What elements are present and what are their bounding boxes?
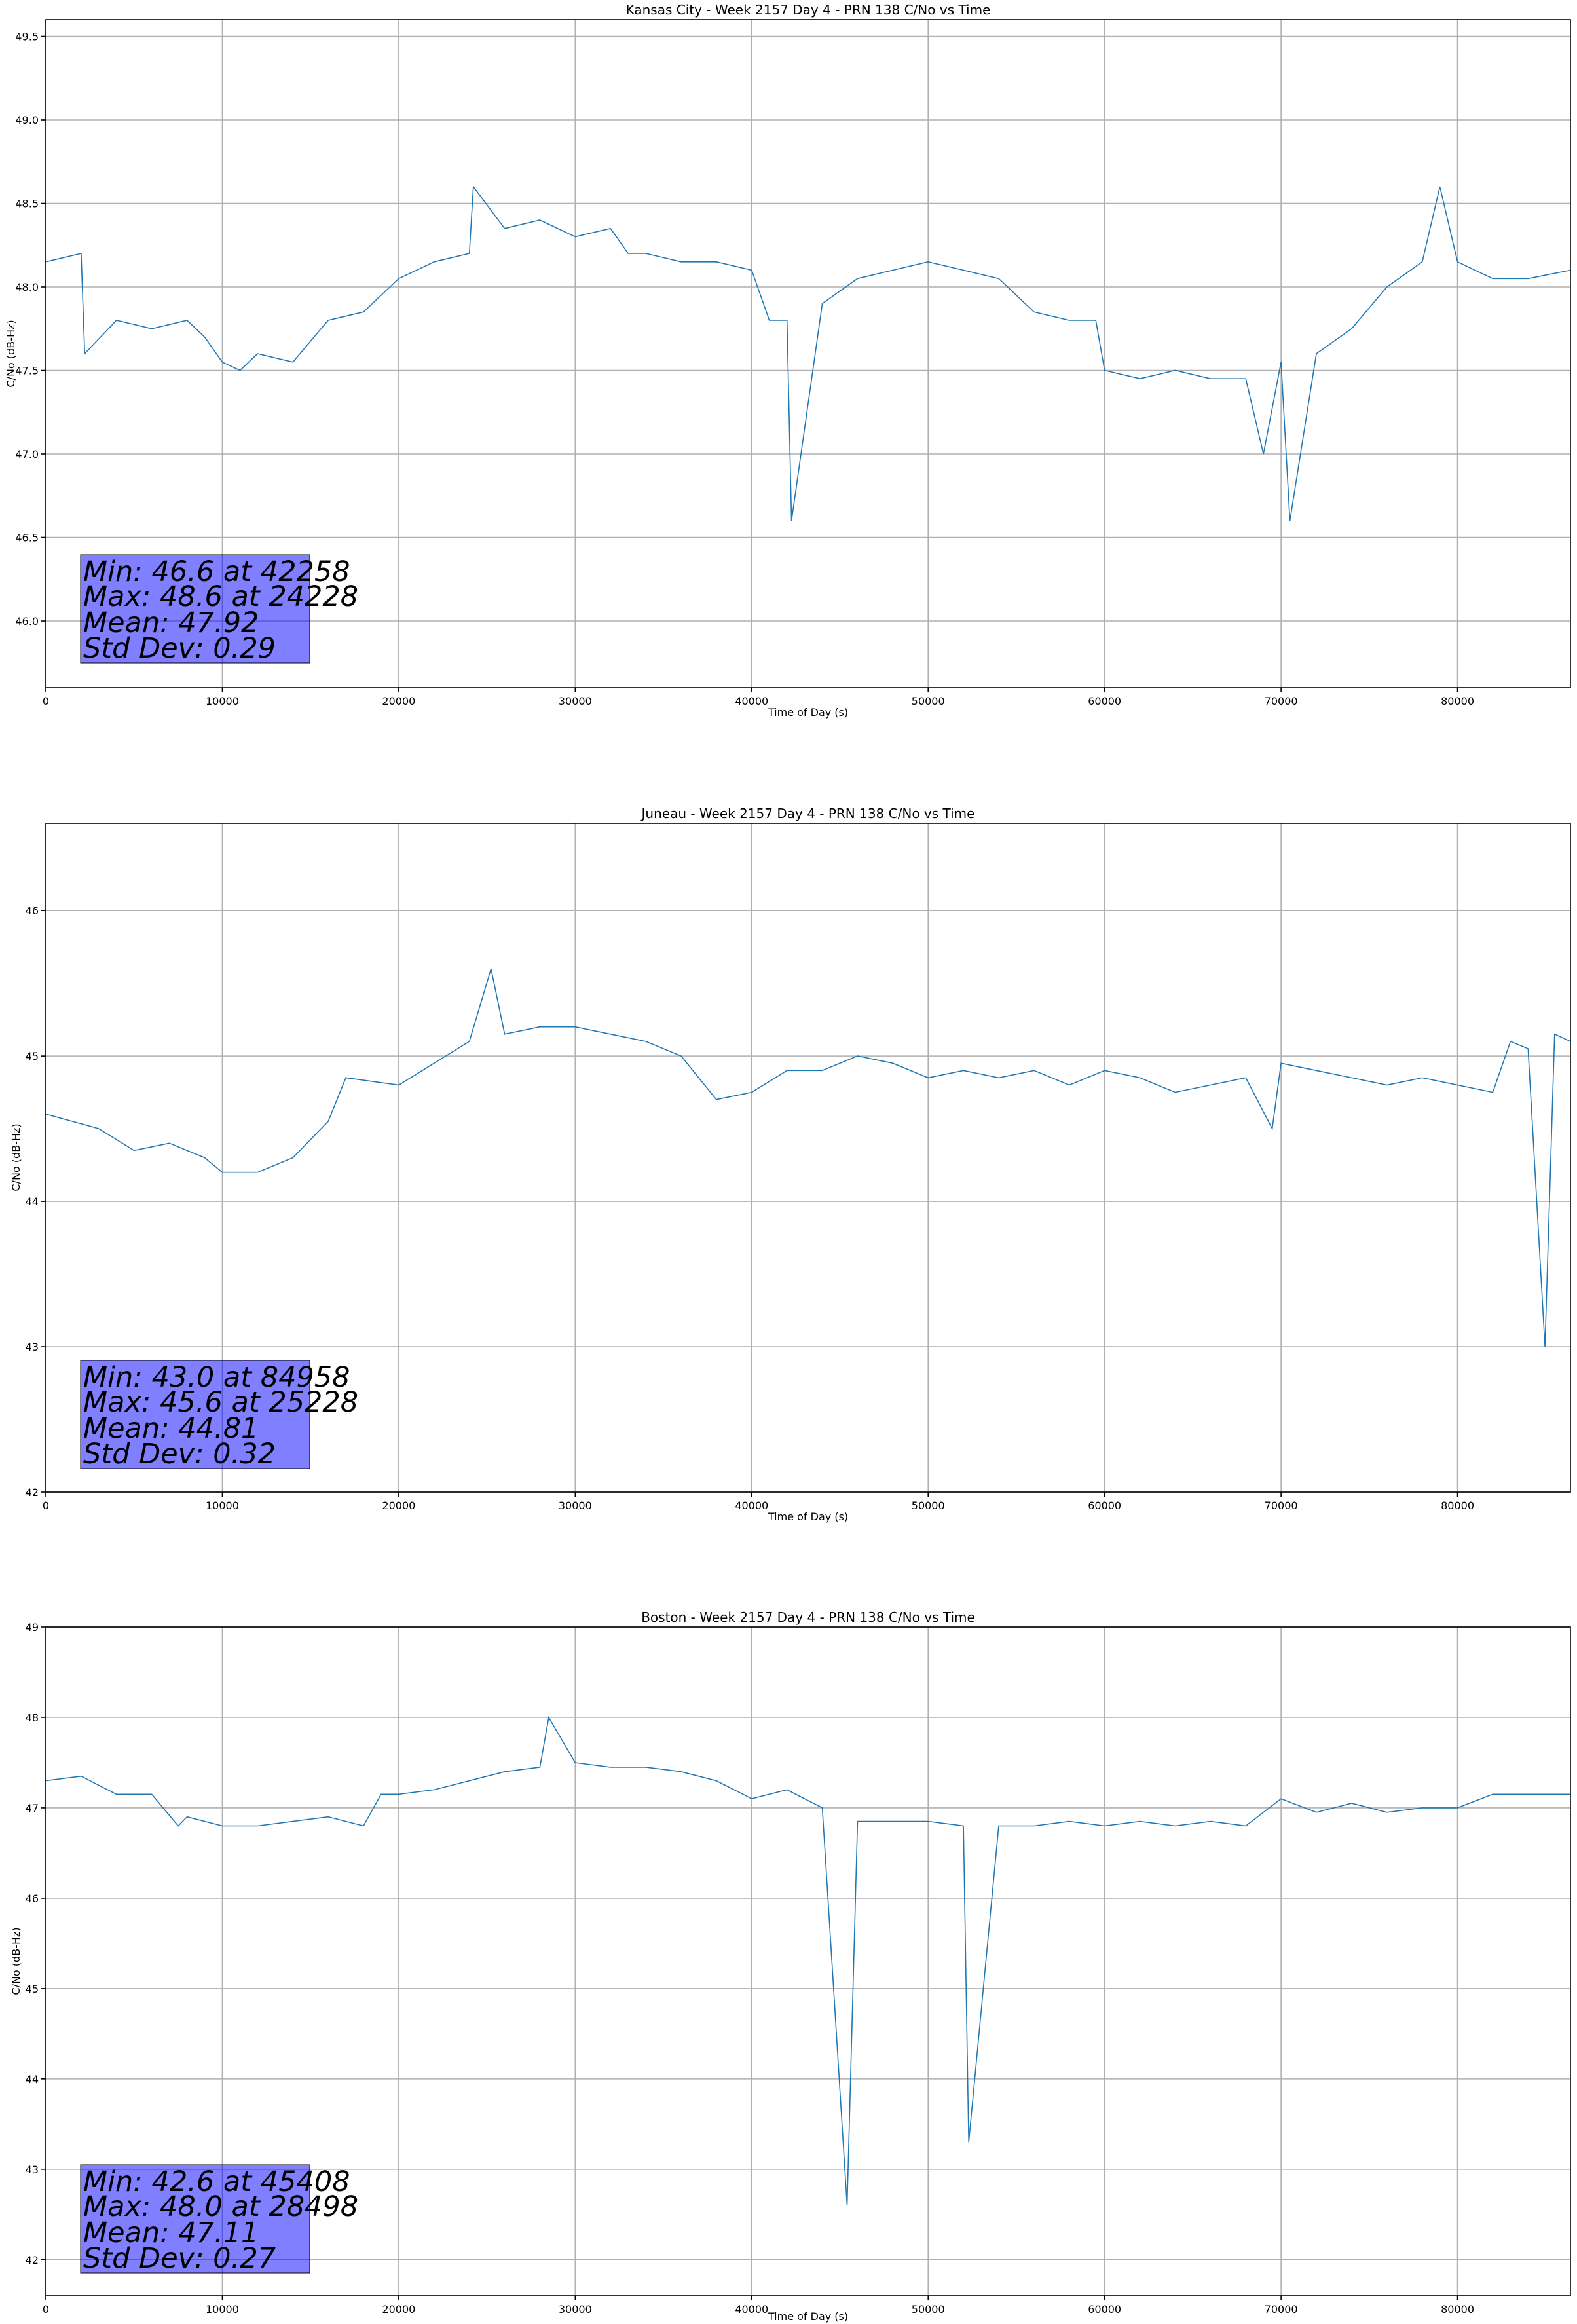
x-tick-label: 50000: [912, 2303, 945, 2315]
y-tick-label: 44: [26, 2073, 39, 2086]
x-tick-label: 70000: [1265, 1499, 1298, 1512]
x-axis-label: Time of Day (s): [768, 2310, 848, 2323]
x-tick-label: 20000: [382, 1499, 415, 1512]
y-ticks: 42 43 44 45 46 47 48 49: [26, 1621, 46, 2266]
x-tick-label: 40000: [735, 2303, 768, 2315]
y-tick-label: 48.5: [15, 198, 39, 210]
x-tick-label: 0: [43, 1499, 49, 1512]
x-tick-label: 0: [43, 695, 49, 707]
x-axis-label: Time of Day (s): [768, 706, 848, 719]
stats-box: [80, 1360, 310, 1469]
stats-min: Min: 42.6 at 45408: [83, 2165, 350, 2198]
y-tick-label: 42: [26, 2254, 39, 2266]
x-tick-label: 30000: [559, 1499, 592, 1512]
series-line: [45, 1715, 1570, 2206]
stats-box: [80, 554, 310, 664]
chart-title: Juneau - Week 2157 Day 4 - PRN 138 C/No …: [640, 806, 975, 821]
stats-max: Max: 48.6 at 24228: [83, 580, 358, 613]
x-tick-label: 80000: [1441, 695, 1474, 707]
stats-std-dev: Std Dev: 0.27: [83, 2242, 276, 2275]
chart-boston: Boston - Week 2157 Day 4 - PRN 138 C/No …: [10, 1609, 1571, 2323]
stats-annotation: Min: 43.0 at 84958 Max: 45.6 at 25228 Me…: [80, 1360, 358, 1471]
x-ticks: 0 10000 20000 30000 40000 50000 60000 70000 8000…: [43, 2296, 1474, 2315]
y-tick-label: 45: [26, 1050, 39, 1062]
x-tick-label: 40000: [735, 1499, 768, 1512]
x-ticks: 0 10000 20000 30000 40000 50000 60000 70000 8000…: [43, 1492, 1474, 1512]
stats-std-dev: Std Dev: 0.29: [83, 632, 276, 665]
x-ticks: 0 10000 20000 30000 40000 50000 60000 70000 8000…: [43, 688, 1474, 707]
x-tick-label: 40000: [735, 695, 768, 707]
y-tick-label: 43: [26, 1341, 39, 1353]
axis-frame: [45, 823, 1571, 1493]
stats-annotation: Min: 42.6 at 45408 Max: 48.0 at 28498 Me…: [80, 2164, 358, 2275]
stats-mean: Mean: 44.81: [83, 1412, 259, 1445]
stats-std-dev: Std Dev: 0.32: [83, 1438, 276, 1471]
axis-frame: [45, 19, 1571, 688]
y-tick-label: 47.0: [15, 448, 39, 460]
y-tick-label: 45: [26, 1983, 39, 1995]
series-line: [45, 968, 1571, 1347]
y-axis-label: C/No (dB-Hz): [10, 1927, 22, 1995]
x-tick-label: 20000: [382, 695, 415, 707]
x-tick-label: 80000: [1441, 1499, 1474, 1512]
y-tick-label: 47: [26, 1802, 39, 1814]
x-tick-label: 10000: [206, 1499, 239, 1512]
x-tick-label: 70000: [1265, 2303, 1298, 2315]
y-tick-label: 46.5: [15, 532, 39, 544]
stats-min: Min: 46.6 at 42258: [83, 555, 350, 588]
y-tick-label: 46: [26, 1892, 39, 1905]
chart-kansas-city: Kansas City - Week 2157 Day 4 - PRN 138 …: [5, 2, 1571, 719]
grid: [45, 20, 1570, 688]
y-tick-label: 46: [26, 905, 39, 917]
x-tick-label: 20000: [382, 2303, 415, 2315]
x-tick-label: 30000: [559, 695, 592, 707]
stats-max: Max: 45.6 at 25228: [83, 1386, 358, 1419]
stats-mean: Mean: 47.92: [83, 607, 259, 639]
y-axis-label: C/No (dB-Hz): [5, 320, 17, 387]
stats-annotation: Min: 46.6 at 42258 Max: 48.6 at 24228 Me…: [80, 554, 358, 665]
x-tick-label: 50000: [912, 695, 945, 707]
chart-title: Boston - Week 2157 Day 4 - PRN 138 C/No …: [641, 1609, 975, 1625]
y-tick-label: 49.5: [15, 31, 39, 43]
y-tick-label: 49: [26, 1621, 39, 1634]
y-tick-label: 48.0: [15, 281, 39, 293]
y-tick-label: 43: [26, 2164, 39, 2176]
x-tick-label: 60000: [1088, 2303, 1121, 2315]
y-tick-label: 48: [26, 1712, 39, 1724]
axis-frame: [45, 1626, 1571, 2296]
x-tick-label: 10000: [206, 695, 239, 707]
y-tick-label: 47.5: [15, 365, 39, 377]
series-line: [45, 185, 1571, 521]
y-axis-label: C/No (dB-Hz): [10, 1123, 22, 1191]
y-tick-label: 49.0: [15, 114, 39, 126]
x-tick-label: 10000: [206, 2303, 239, 2315]
y-tick-label: 42: [26, 1486, 39, 1499]
x-tick-label: 0: [43, 2303, 49, 2315]
x-tick-label: 80000: [1441, 2303, 1474, 2315]
stats-max: Max: 48.0 at 28498: [83, 2190, 358, 2223]
y-tick-label: 46.0: [15, 615, 39, 628]
y-ticks: 46.0 46.5 47.0 47.5 48.0 48.5 49.0 49.5: [15, 31, 46, 628]
x-tick-label: 30000: [559, 2303, 592, 2315]
y-tick-label: 44: [26, 1195, 39, 1208]
stats-min: Min: 43.0 at 84958: [83, 1361, 350, 1394]
y-ticks: 42 43 44 45 46: [26, 905, 46, 1499]
stats-box: [80, 2164, 310, 2274]
x-tick-label: 50000: [912, 1499, 945, 1512]
x-tick-label: 70000: [1265, 695, 1298, 707]
x-tick-label: 60000: [1088, 695, 1121, 707]
chart-title: Kansas City - Week 2157 Day 4 - PRN 138 …: [626, 2, 991, 18]
stats-mean: Mean: 47.11: [83, 2217, 259, 2249]
x-axis-label: Time of Day (s): [768, 1510, 848, 1523]
x-tick-label: 60000: [1088, 1499, 1121, 1512]
chart-juneau: Juneau - Week 2157 Day 4 - PRN 138 C/No …: [10, 806, 1571, 1523]
